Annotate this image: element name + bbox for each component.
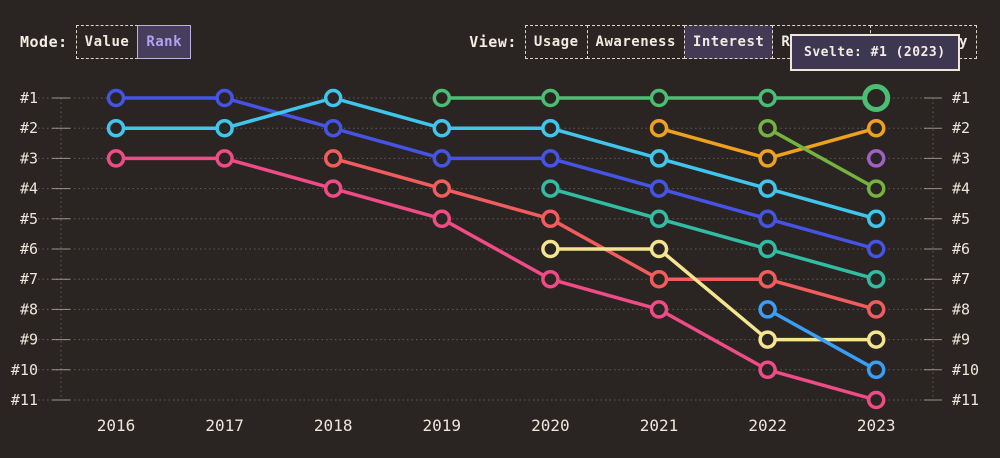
- left-rank-label-#6: #6: [20, 240, 38, 258]
- data-point-salmon-red-2022[interactable]: [758, 269, 777, 289]
- data-point-svelte-green-2020[interactable]: [541, 88, 560, 108]
- data-point-royal-blue-2022[interactable]: [758, 209, 777, 229]
- left-rank-label-#8: #8: [20, 300, 38, 318]
- right-rank-label-#9: #9: [952, 331, 970, 349]
- data-point-cyan-2016[interactable]: [106, 118, 126, 138]
- series-line-royal-blue: [114, 96, 878, 251]
- year-label-2017: 2017: [205, 416, 244, 435]
- data-point-cyan-2022[interactable]: [758, 179, 777, 198]
- data-point-royal-blue-2020[interactable]: [541, 149, 560, 168]
- data-point-teal-2021[interactable]: [649, 209, 669, 229]
- data-point-salmon-red-2023[interactable]: [866, 300, 886, 319]
- data-point-royal-blue-2021[interactable]: [649, 179, 669, 198]
- series-line-dodger-blue: [765, 307, 878, 372]
- data-point-cyan-2021[interactable]: [649, 149, 669, 168]
- year-label-2019: 2019: [423, 416, 462, 435]
- data-point-pink-2018[interactable]: [323, 179, 343, 198]
- right-rank-label-#6: #6: [952, 240, 970, 258]
- left-rank-label-#2: #2: [20, 119, 38, 137]
- data-point-svelte-green-2021[interactable]: [649, 88, 669, 108]
- data-point-salmon-red-2018[interactable]: [323, 149, 343, 168]
- data-point-pink-2022[interactable]: [758, 360, 777, 380]
- data-point-pink-2023[interactable]: [866, 390, 886, 410]
- data-point-salmon-red-2019[interactable]: [432, 179, 452, 198]
- data-point-orange-2022[interactable]: [758, 149, 777, 168]
- data-point-teal-2023[interactable]: [866, 269, 886, 289]
- year-label-2023: 2023: [857, 416, 896, 435]
- data-point-dodger-blue-2022[interactable]: [758, 300, 777, 319]
- data-point-royal-blue-2016[interactable]: [106, 88, 126, 108]
- year-label-2021: 2021: [640, 416, 679, 435]
- left-rank-label-#4: #4: [20, 180, 38, 198]
- left-rank-label-#11: #11: [11, 391, 38, 409]
- series-line-teal: [548, 186, 878, 281]
- mode-button-rank[interactable]: Rank: [137, 25, 192, 59]
- right-rank-label-#4: #4: [952, 180, 970, 198]
- data-point-orange-2021[interactable]: [649, 118, 669, 138]
- right-rank-label-#11: #11: [952, 391, 979, 409]
- left-rank-label-#9: #9: [20, 331, 38, 349]
- data-point-salmon-red-2021[interactable]: [649, 269, 669, 289]
- left-rank-label-#1: #1: [20, 89, 38, 107]
- data-point-royal-blue-2018[interactable]: [323, 118, 343, 138]
- data-point-cyan-2018[interactable]: [323, 88, 343, 108]
- data-point-pale-yellow-2021[interactable]: [649, 239, 669, 259]
- mode-switcher: Mode: Value Rank: [20, 25, 192, 59]
- series-line-apple-green: [765, 126, 878, 191]
- data-point-cyan-2020[interactable]: [541, 118, 560, 138]
- data-point-apple-green-2022[interactable]: [758, 118, 777, 138]
- data-point-svelte-green-2019[interactable]: [432, 88, 452, 108]
- left-rank-label-#5: #5: [20, 210, 38, 228]
- year-label-2018: 2018: [314, 416, 353, 435]
- mode-buttons: Value Rank: [75, 25, 192, 59]
- year-label-2020: 2020: [531, 416, 570, 435]
- right-rank-label-#7: #7: [952, 270, 970, 288]
- data-point-svelte-green-2022[interactable]: [758, 88, 777, 108]
- data-point-pink-2020[interactable]: [541, 269, 560, 289]
- data-point-apple-green-2023[interactable]: [866, 179, 886, 198]
- right-rank-label-#8: #8: [952, 300, 970, 318]
- data-point-royal-blue-2023[interactable]: [866, 239, 886, 259]
- left-rank-label-#7: #7: [20, 270, 38, 288]
- right-rank-label-#5: #5: [952, 210, 970, 228]
- data-point-pink-2019[interactable]: [432, 209, 452, 229]
- data-point-pale-yellow-2022[interactable]: [758, 330, 777, 349]
- data-point-pink-2016[interactable]: [106, 149, 126, 168]
- year-label-2016: 2016: [97, 416, 136, 435]
- data-point-pink-2017[interactable]: [215, 149, 234, 168]
- right-rank-label-#3: #3: [952, 149, 970, 167]
- data-point-purple-2023[interactable]: [866, 149, 886, 168]
- data-point-royal-blue-2017[interactable]: [215, 88, 234, 108]
- mode-label: Mode:: [20, 33, 68, 51]
- series-line-salmon-red: [331, 156, 878, 312]
- series-line-pink: [114, 156, 878, 402]
- data-point-cyan-2017[interactable]: [215, 118, 234, 138]
- data-point-cyan-2023[interactable]: [866, 209, 886, 229]
- data-point-teal-2022[interactable]: [758, 239, 777, 259]
- data-point-orange-2023[interactable]: [866, 118, 886, 138]
- data-point-pink-2021[interactable]: [649, 300, 669, 319]
- left-rank-label-#10: #10: [11, 361, 38, 379]
- hover-tooltip: Svelte: #1 (2023): [790, 34, 960, 71]
- data-point-royal-blue-2019[interactable]: [432, 149, 452, 168]
- right-rank-label-#10: #10: [952, 361, 979, 379]
- data-point-pale-yellow-2023[interactable]: [866, 330, 886, 349]
- data-point-teal-2020[interactable]: [541, 179, 560, 198]
- left-rank-label-#3: #3: [20, 149, 38, 167]
- data-point-salmon-red-2020[interactable]: [541, 209, 560, 229]
- data-point-dodger-blue-2023[interactable]: [866, 360, 886, 380]
- data-point-pale-yellow-2020[interactable]: [541, 239, 560, 259]
- right-rank-label-#1: #1: [952, 89, 970, 107]
- series-line-cyan: [114, 96, 878, 221]
- right-rank-label-#2: #2: [952, 119, 970, 137]
- view-label: View:: [469, 33, 517, 51]
- data-point-cyan-2019[interactable]: [432, 118, 452, 138]
- data-point-svelte-green-2023[interactable]: [862, 84, 891, 112]
- year-label-2022: 2022: [748, 416, 787, 435]
